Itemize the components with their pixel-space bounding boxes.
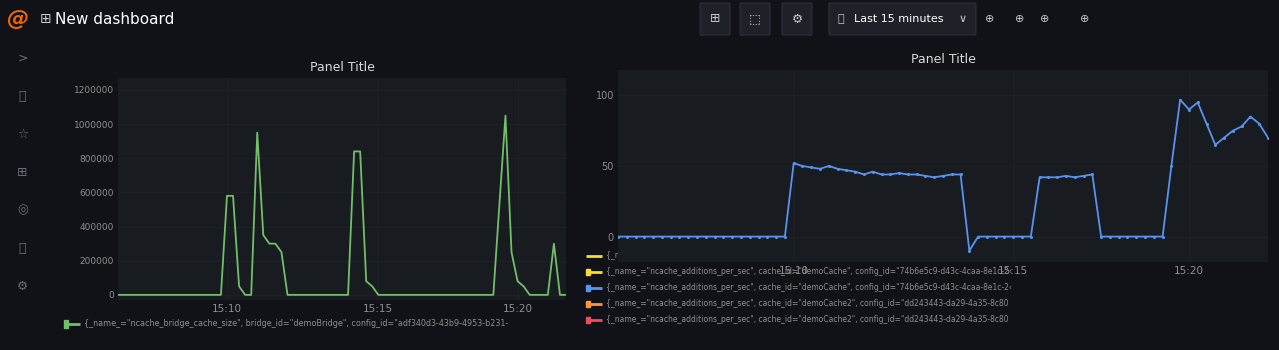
Bar (586, 269, 590, 275)
Text: 🔔: 🔔 (19, 241, 27, 254)
Text: {_name_="ncache_additions_per_sec", cache_id="demoCache2", config_id="dd243443-d: {_name_="ncache_additions_per_sec", cach… (606, 300, 1009, 308)
Text: >: > (17, 51, 28, 64)
Text: New dashboard: New dashboard (55, 12, 174, 27)
FancyBboxPatch shape (829, 3, 976, 35)
FancyBboxPatch shape (781, 3, 812, 35)
Text: Last 15 minutes: Last 15 minutes (854, 14, 944, 24)
Text: ⊞: ⊞ (710, 13, 720, 26)
Text: ⊞: ⊞ (17, 166, 28, 178)
Bar (586, 285, 590, 291)
Text: @: @ (6, 9, 29, 29)
Text: ☆: ☆ (17, 127, 28, 140)
Text: ⊕: ⊕ (1040, 14, 1050, 24)
Text: 🔍: 🔍 (19, 90, 27, 103)
Bar (64, 320, 68, 328)
Text: ⚙: ⚙ (792, 13, 803, 26)
Text: {_name_= "ncache_additions_per_sec", cache_id="demoCache", config_id= "3601f4b-f: {_name_= "ncache_additions_per_sec", cac… (606, 252, 1036, 260)
Bar (586, 317, 590, 323)
Text: {_name_="ncache_additions_per_sec", cache_id="demoCache", config_id="74b6e5c9-d4: {_name_="ncache_additions_per_sec", cach… (606, 284, 1012, 293)
Text: ⚙: ⚙ (17, 280, 28, 293)
Text: ⊞: ⊞ (40, 12, 51, 26)
Text: ⊕: ⊕ (985, 14, 995, 24)
Text: ⬚: ⬚ (749, 13, 761, 26)
Text: ◎: ◎ (17, 203, 28, 217)
Bar (586, 301, 590, 307)
FancyBboxPatch shape (741, 3, 770, 35)
Title: Panel Title: Panel Title (911, 53, 976, 66)
Text: {_name_="ncache_bridge_cache_size", bridge_id="demoBridge", config_id="adf340d3-: {_name_="ncache_bridge_cache_size", brid… (84, 320, 508, 329)
Text: ⊕: ⊕ (1081, 14, 1090, 24)
Title: Panel Title: Panel Title (310, 61, 375, 74)
Text: {_name_="ncache_additions_per_sec", cache_id="demoCache", config_id="74b6e5c9-d4: {_name_="ncache_additions_per_sec", cach… (606, 267, 1012, 276)
Text: ⏱: ⏱ (838, 14, 844, 24)
FancyBboxPatch shape (700, 3, 730, 35)
Text: ⊕: ⊕ (1016, 14, 1024, 24)
Text: ∨: ∨ (959, 14, 967, 24)
Text: {_name_="ncache_additions_per_sec", cache_id="demoCache2", config_id="dd243443-d: {_name_="ncache_additions_per_sec", cach… (606, 315, 1009, 324)
